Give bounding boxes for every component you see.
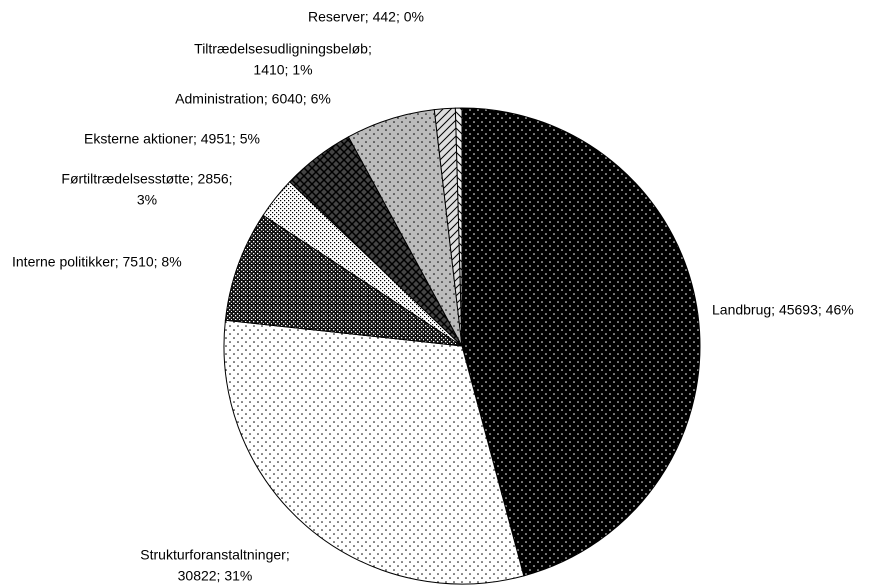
data-label: Administration; 6040; 6% (175, 91, 331, 107)
data-label: Landbrug; 45693; 46% (712, 302, 854, 318)
pie-slice (223, 319, 525, 585)
pie-slice (454, 107, 463, 347)
data-label: 30822; 31% (178, 568, 253, 584)
data-label: Strukturforanstaltninger; (140, 547, 289, 563)
data-label: 3% (137, 192, 157, 208)
data-label: Interne politikker; 7510; 8% (12, 254, 182, 270)
pie-slice (461, 107, 701, 577)
data-label: Førtiltrædelsesstøtte; 2856; (61, 171, 232, 187)
data-label: Tiltrædelsesudligningsbeløb; (194, 41, 372, 57)
data-label: Eksterne aktioner; 4951; 5% (84, 131, 260, 147)
data-label: Reserver; 442; 0% (308, 9, 424, 25)
data-label: 1410; 1% (253, 62, 312, 78)
pie-slice (224, 214, 463, 347)
